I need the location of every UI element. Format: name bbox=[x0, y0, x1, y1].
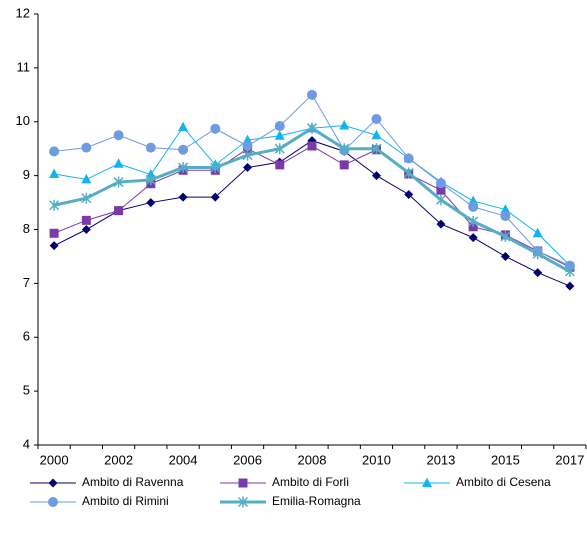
marker bbox=[113, 158, 124, 168]
marker bbox=[49, 146, 60, 157]
marker bbox=[468, 201, 479, 212]
marker bbox=[114, 206, 124, 216]
marker bbox=[242, 140, 253, 151]
y-tick-label: 5 bbox=[23, 383, 30, 398]
marker bbox=[339, 160, 349, 170]
marker bbox=[403, 167, 414, 179]
marker bbox=[274, 143, 285, 155]
marker bbox=[371, 171, 381, 181]
marker bbox=[242, 149, 253, 161]
marker bbox=[422, 477, 432, 487]
marker bbox=[532, 248, 543, 260]
marker bbox=[113, 176, 124, 188]
marker bbox=[468, 233, 478, 243]
marker bbox=[435, 194, 446, 206]
marker bbox=[49, 228, 59, 238]
legend-label: Ambito di Cesena bbox=[456, 475, 551, 489]
marker bbox=[371, 129, 382, 140]
x-tick-label: 2000 bbox=[40, 452, 69, 467]
legend-label: Ambito di Ravenna bbox=[82, 475, 184, 489]
marker bbox=[178, 144, 189, 155]
marker bbox=[81, 173, 92, 184]
y-tick-label: 4 bbox=[23, 436, 30, 451]
marker bbox=[237, 496, 249, 508]
marker bbox=[435, 178, 446, 189]
legend-label: Emilia-Romagna bbox=[272, 494, 361, 508]
marker bbox=[243, 163, 253, 173]
x-tick-label: 2002 bbox=[104, 452, 133, 467]
marker bbox=[48, 497, 58, 507]
marker bbox=[404, 189, 414, 199]
y-tick-label: 6 bbox=[23, 329, 30, 344]
marker bbox=[49, 241, 59, 251]
marker bbox=[500, 251, 510, 261]
x-tick-label: 2006 bbox=[233, 452, 262, 467]
marker bbox=[81, 192, 92, 204]
x-tick-label: 2004 bbox=[169, 452, 198, 467]
marker bbox=[339, 120, 350, 130]
marker bbox=[307, 89, 317, 100]
marker bbox=[113, 130, 124, 141]
legend-label: Ambito di Forlì bbox=[272, 475, 349, 489]
marker bbox=[500, 211, 511, 222]
marker bbox=[403, 153, 414, 164]
legend-label: Ambito di Rimini bbox=[82, 494, 169, 508]
marker bbox=[49, 168, 60, 179]
marker bbox=[564, 266, 575, 278]
marker bbox=[371, 114, 382, 125]
marker bbox=[275, 160, 285, 170]
marker bbox=[533, 268, 543, 278]
marker bbox=[210, 192, 220, 202]
marker bbox=[468, 215, 479, 227]
marker bbox=[274, 130, 285, 140]
marker bbox=[81, 215, 91, 225]
marker bbox=[238, 478, 248, 488]
marker bbox=[436, 185, 446, 195]
marker bbox=[436, 219, 446, 229]
x-tick-label: 2017 bbox=[555, 452, 584, 467]
marker bbox=[500, 231, 511, 243]
x-tick-label: 2013 bbox=[426, 452, 455, 467]
legend: Ambito di Ravenna Ambito di Forlì Ambito d… bbox=[30, 475, 551, 508]
marker bbox=[145, 169, 156, 179]
y-tick-label: 8 bbox=[23, 221, 30, 236]
marker bbox=[178, 162, 189, 174]
marker bbox=[49, 199, 60, 211]
marker bbox=[210, 123, 221, 134]
marker bbox=[500, 204, 511, 214]
marker bbox=[81, 142, 92, 153]
marker bbox=[371, 143, 382, 155]
x-tick-label: 2010 bbox=[362, 452, 391, 467]
marker bbox=[146, 198, 156, 208]
y-tick-label: 12 bbox=[16, 5, 30, 20]
y-tick-label: 10 bbox=[16, 113, 30, 128]
marker bbox=[307, 141, 317, 151]
marker bbox=[145, 174, 156, 186]
marker bbox=[145, 142, 156, 153]
y-tick-label: 11 bbox=[17, 59, 31, 74]
series-line bbox=[53, 140, 571, 287]
y-tick-label: 7 bbox=[23, 275, 30, 290]
marker bbox=[81, 225, 91, 234]
marker bbox=[565, 281, 575, 291]
x-tick-label: 2008 bbox=[298, 452, 327, 467]
marker bbox=[532, 227, 543, 238]
marker bbox=[210, 162, 221, 174]
y-tick-label: 9 bbox=[23, 167, 30, 182]
marker bbox=[48, 478, 58, 488]
marker bbox=[178, 121, 189, 132]
marker bbox=[306, 122, 318, 134]
marker bbox=[274, 121, 285, 132]
marker bbox=[178, 192, 188, 202]
x-tick-label: 2015 bbox=[491, 452, 520, 467]
marker bbox=[339, 143, 350, 155]
